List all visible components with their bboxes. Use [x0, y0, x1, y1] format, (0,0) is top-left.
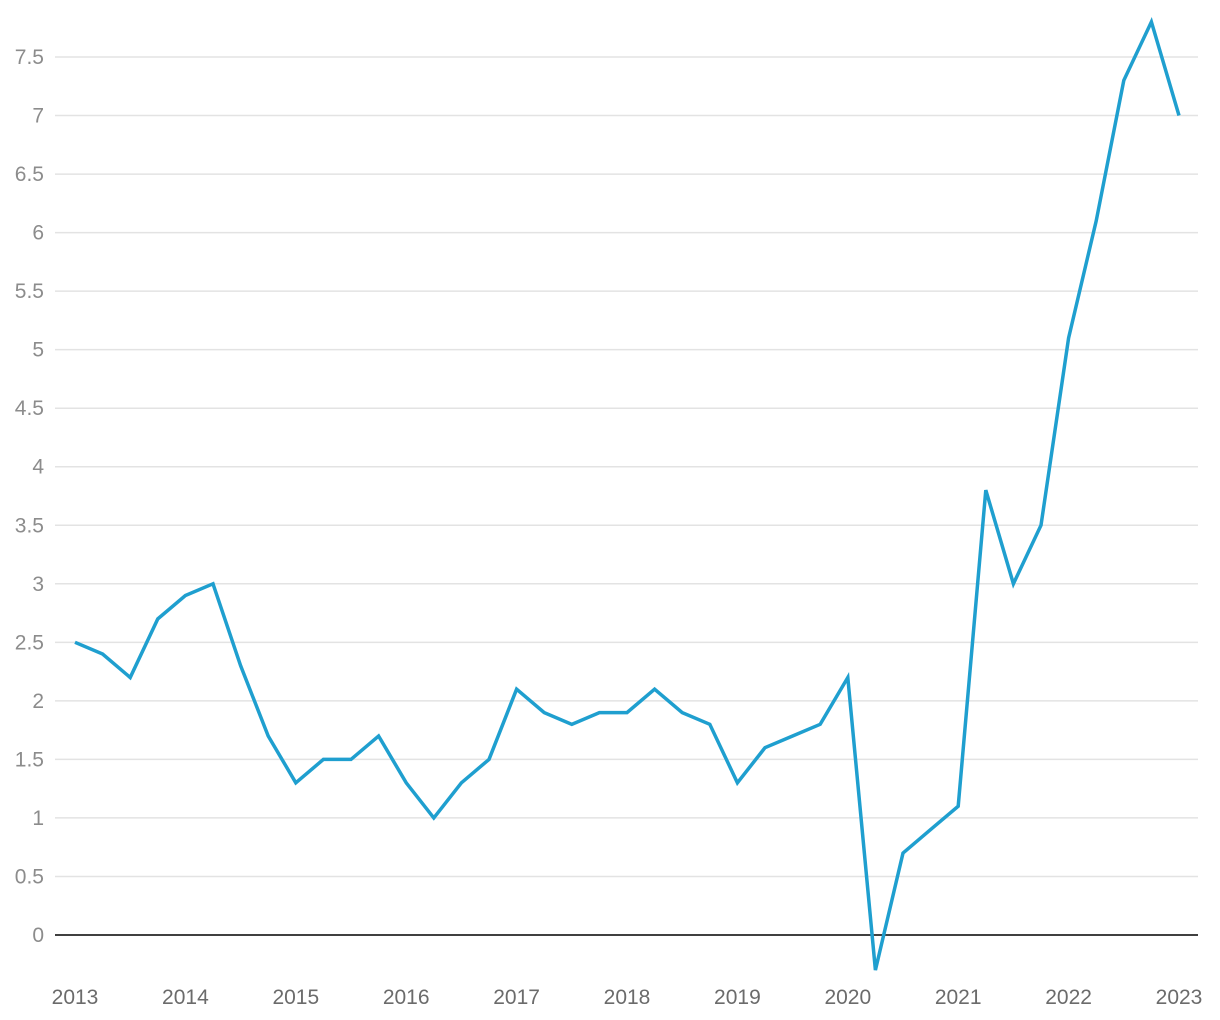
y-tick-label: 2.5 [15, 631, 44, 654]
x-tick-label: 2019 [714, 986, 761, 1009]
y-tick-label: 0 [32, 924, 44, 947]
y-tick-label: 4 [32, 456, 44, 479]
y-tick-label: 4.5 [15, 397, 44, 420]
series-line [74, 16, 1181, 971]
x-tick-label: 2023 [1156, 986, 1203, 1009]
x-tick-label: 2015 [272, 986, 319, 1009]
y-tick-label: 5 [32, 339, 44, 362]
gridlines [55, 56, 1198, 878]
x-tick-label: 2021 [935, 986, 982, 1009]
y-tick-label: 7 [32, 105, 44, 128]
x-tick-label: 2022 [1045, 986, 1092, 1009]
series-group [74, 16, 1181, 971]
y-tick-label: 5.5 [15, 280, 44, 303]
x-tick-label: 2014 [162, 986, 209, 1009]
y-tick-label: 6 [32, 222, 44, 245]
x-tick-label: 2013 [52, 986, 99, 1009]
y-tick-label: 1 [32, 807, 44, 830]
y-tick-label: 2 [32, 690, 44, 713]
y-axis-tick-labels: 0 0.5 1 1.5 2 2.5 3 3.5 4 4.5 5 5.5 6 6.5 7 7.5 [15, 46, 45, 947]
y-tick-label: 7.5 [15, 46, 44, 69]
x-tick-label: 2018 [604, 986, 651, 1009]
y-tick-label: 3.5 [15, 514, 44, 537]
x-tick-label: 2017 [493, 986, 540, 1009]
y-tick-label: 3 [32, 573, 44, 596]
y-tick-label: 1.5 [15, 748, 44, 771]
x-tick-label: 2020 [824, 986, 871, 1009]
y-tick-label: 6.5 [15, 163, 44, 186]
x-axis-tick-labels: 2013 2014 2015 2016 2017 2018 2019 2020 2021 2022… [52, 986, 1203, 1009]
y-tick-label: 0.5 [15, 865, 44, 888]
x-tick-label: 2016 [383, 986, 430, 1009]
